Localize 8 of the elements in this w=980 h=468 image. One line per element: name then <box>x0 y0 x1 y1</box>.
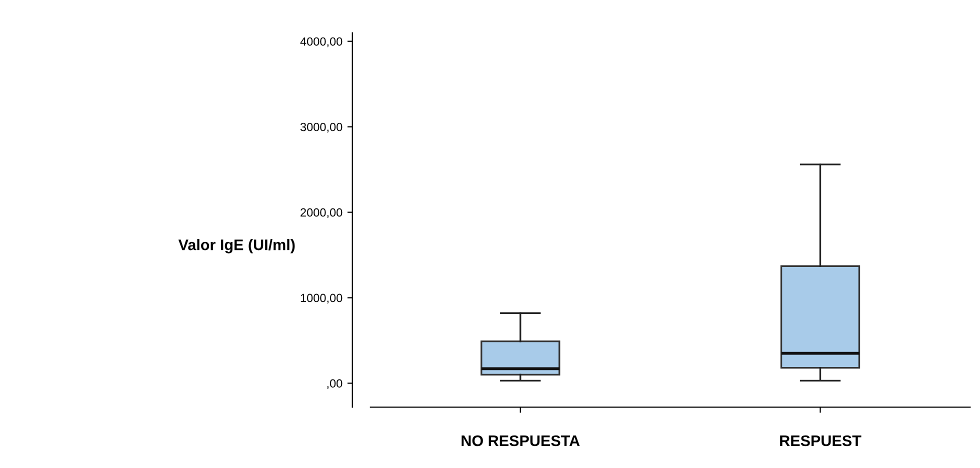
y-tick-label: 3000,00 <box>300 122 342 133</box>
y-axis-title: Valor IgE (UI/ml) <box>178 239 295 254</box>
x-tick-label: NO RESPUESTA <box>462 435 580 446</box>
y-tick-label: 4000,00 <box>300 37 342 48</box>
y-tick-label: 1000,00 <box>300 294 342 304</box>
y-tick-label: 2000,00 <box>300 208 342 218</box>
y-tick-label: ,00 <box>327 379 342 390</box>
x-tick-label: RESPUEST <box>780 435 862 446</box>
